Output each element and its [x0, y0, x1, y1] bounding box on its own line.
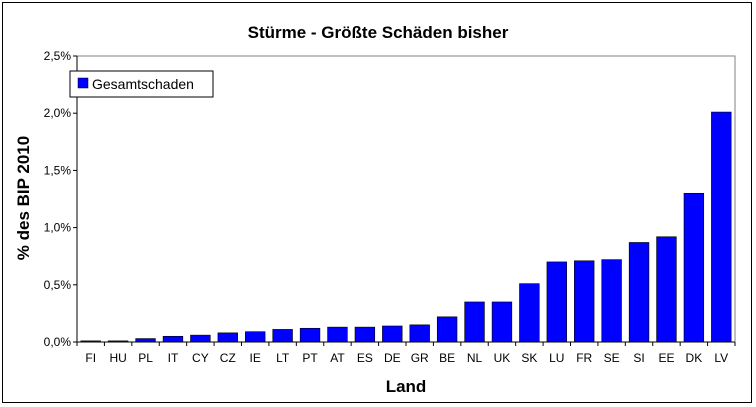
y-tick-label: 1,0%: [44, 221, 72, 235]
x-tick-label: AT: [330, 351, 345, 365]
x-tick-label: PL: [138, 351, 153, 365]
chart-frame: [2, 2, 752, 403]
x-tick-label: UK: [494, 351, 511, 365]
bar-uk: [491, 301, 513, 343]
bar-it: [162, 335, 184, 343]
y-tick-label: 0,5%: [44, 278, 72, 292]
plot-area: 0,0% 0,5% 1,0% 1,5% 2,0% 2,5% FI HU PL IT CY CZ IE LT…: [44, 49, 736, 365]
bar-hu: [107, 340, 129, 343]
bar-gr: [409, 324, 430, 343]
bar-nl: [464, 301, 485, 343]
x-tick-label: GR: [411, 351, 429, 365]
x-tick-label: SI: [633, 351, 644, 365]
bar-lu: [546, 261, 567, 343]
bar-be: [436, 316, 458, 343]
x-tick-label: EE: [658, 351, 674, 365]
x-tick-label: BE: [439, 351, 455, 365]
bar-si: [628, 242, 650, 343]
x-tick-label: LU: [549, 351, 564, 365]
bar-ie: [245, 331, 266, 343]
x-tick-label: LV: [714, 351, 728, 365]
bar-cz: [217, 332, 238, 343]
bar-fr: [574, 260, 595, 343]
chart-title: Stürme - Größte Schäden bisher: [248, 23, 509, 42]
x-tick-label: DE: [384, 351, 401, 365]
legend: Gesamtschaden: [69, 70, 214, 98]
bar-de: [382, 325, 403, 343]
bar-dk: [683, 192, 705, 343]
y-axis-title: % des BIP 2010: [14, 136, 33, 260]
bar-es: [354, 326, 376, 343]
x-axis-title: Land: [386, 377, 427, 396]
x-tick-label: SK: [521, 351, 537, 365]
bar-ee: [656, 236, 677, 343]
x-tick-label: FR: [576, 351, 592, 365]
x-tick-label: HU: [109, 351, 126, 365]
bar-fi: [80, 340, 101, 343]
x-tick-label: ES: [357, 351, 373, 365]
x-tick-label: IT: [168, 351, 179, 365]
x-tick-label: SE: [604, 351, 620, 365]
legend-swatch: [77, 77, 89, 89]
x-tick-label: LT: [276, 351, 290, 365]
x-tick-label: DK: [686, 351, 703, 365]
bar-pt: [299, 327, 321, 343]
bar-at: [327, 326, 348, 343]
x-tick-label: CZ: [220, 351, 236, 365]
bar-pl: [135, 338, 156, 343]
legend-label: Gesamtschaden: [92, 76, 194, 92]
x-tick-label: FI: [85, 351, 96, 365]
x-tick-label: CY: [192, 351, 209, 365]
y-tick-label: 2,0%: [44, 106, 72, 120]
y-tick-label: 2,5%: [44, 49, 72, 63]
y-tick-label: 0,0%: [44, 335, 72, 349]
bar-se: [601, 259, 622, 343]
x-tick-label: NL: [467, 351, 483, 365]
x-tick-label: PT: [302, 351, 318, 365]
bar-sk: [519, 283, 540, 343]
y-tick-label: 1,5%: [44, 163, 72, 177]
bar-lt: [272, 329, 293, 343]
bar-lv: [711, 111, 732, 343]
legend-box: [69, 70, 214, 98]
bar-cy: [190, 334, 211, 343]
x-tick-label: IE: [250, 351, 261, 365]
